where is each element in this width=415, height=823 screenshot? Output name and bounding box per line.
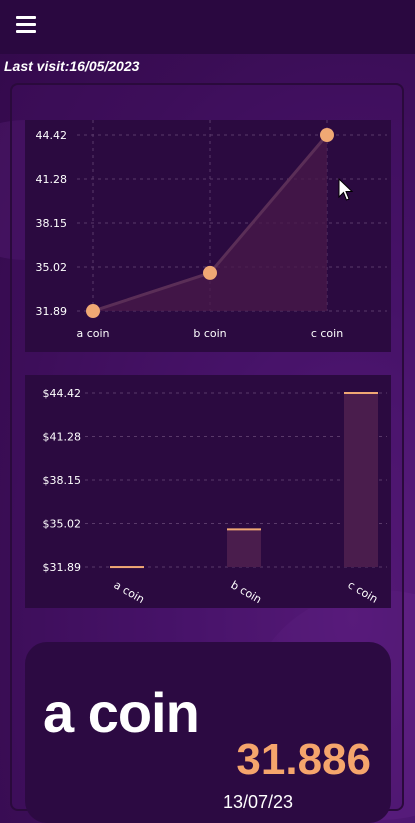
bar-chart-y-tick: $35.02 xyxy=(43,518,82,531)
app-bar xyxy=(0,0,415,54)
line-chart-x-tick: b coin xyxy=(193,327,226,340)
bar-chart-bar-top xyxy=(227,528,261,531)
bar-chart-y-tick: $44.42 xyxy=(43,387,82,400)
coin-value: 31.886 xyxy=(236,735,371,784)
coin-detail-card[interactable]: a coin 31.886 13/07/23 xyxy=(25,642,391,823)
line-chart-point xyxy=(203,265,217,280)
line-chart-y-tick: 41.28 xyxy=(36,173,68,186)
mouse-cursor-icon xyxy=(338,178,354,201)
bar-chart-bar-top xyxy=(344,392,378,394)
line-chart-area xyxy=(93,135,327,312)
last-visit-label: Last visit:16/05/2023 xyxy=(4,58,140,74)
bar-chart-y-tick: $38.15 xyxy=(43,474,82,487)
bar-chart-x-tick: a coin xyxy=(112,578,147,606)
bar-chart: $31.89 $35.02 $38.15 $41.28 $44.42 a coin b co… xyxy=(25,375,391,608)
hamburger-menu-icon[interactable] xyxy=(16,16,38,34)
bar-chart-bar-top xyxy=(110,566,144,569)
line-chart: 31.89 35.02 38.15 41.28 44.42 a coin b coin c c… xyxy=(25,120,391,352)
line-chart-y-tick: 31.89 xyxy=(36,305,68,318)
line-chart-y-tick: 44.42 xyxy=(36,129,68,142)
line-chart-point xyxy=(320,128,334,142)
coin-name: a coin xyxy=(43,681,200,744)
line-chart-point xyxy=(86,304,100,319)
line-chart-svg: 31.89 35.02 38.15 41.28 44.42 a coin b coin c c… xyxy=(36,120,387,340)
line-chart-y-tick: 35.02 xyxy=(36,261,68,274)
bar-chart-y-tick: $41.28 xyxy=(43,431,82,444)
line-chart-y-tick: 38.15 xyxy=(36,217,68,230)
coin-date: 13/07/23 xyxy=(223,792,294,812)
line-chart-x-tick: c coin xyxy=(311,327,343,340)
bar-chart-bar xyxy=(344,393,378,567)
bar-chart-x-tick: c coin xyxy=(346,578,381,605)
bar-chart-svg: $31.89 $35.02 $38.15 $41.28 $44.42 a coin b co… xyxy=(43,387,387,606)
bar-chart-bar xyxy=(227,529,261,567)
line-chart-x-tick: a coin xyxy=(76,327,109,340)
bar-chart-y-tick: $31.89 xyxy=(43,561,82,574)
bar-chart-x-tick: b coin xyxy=(229,578,264,606)
